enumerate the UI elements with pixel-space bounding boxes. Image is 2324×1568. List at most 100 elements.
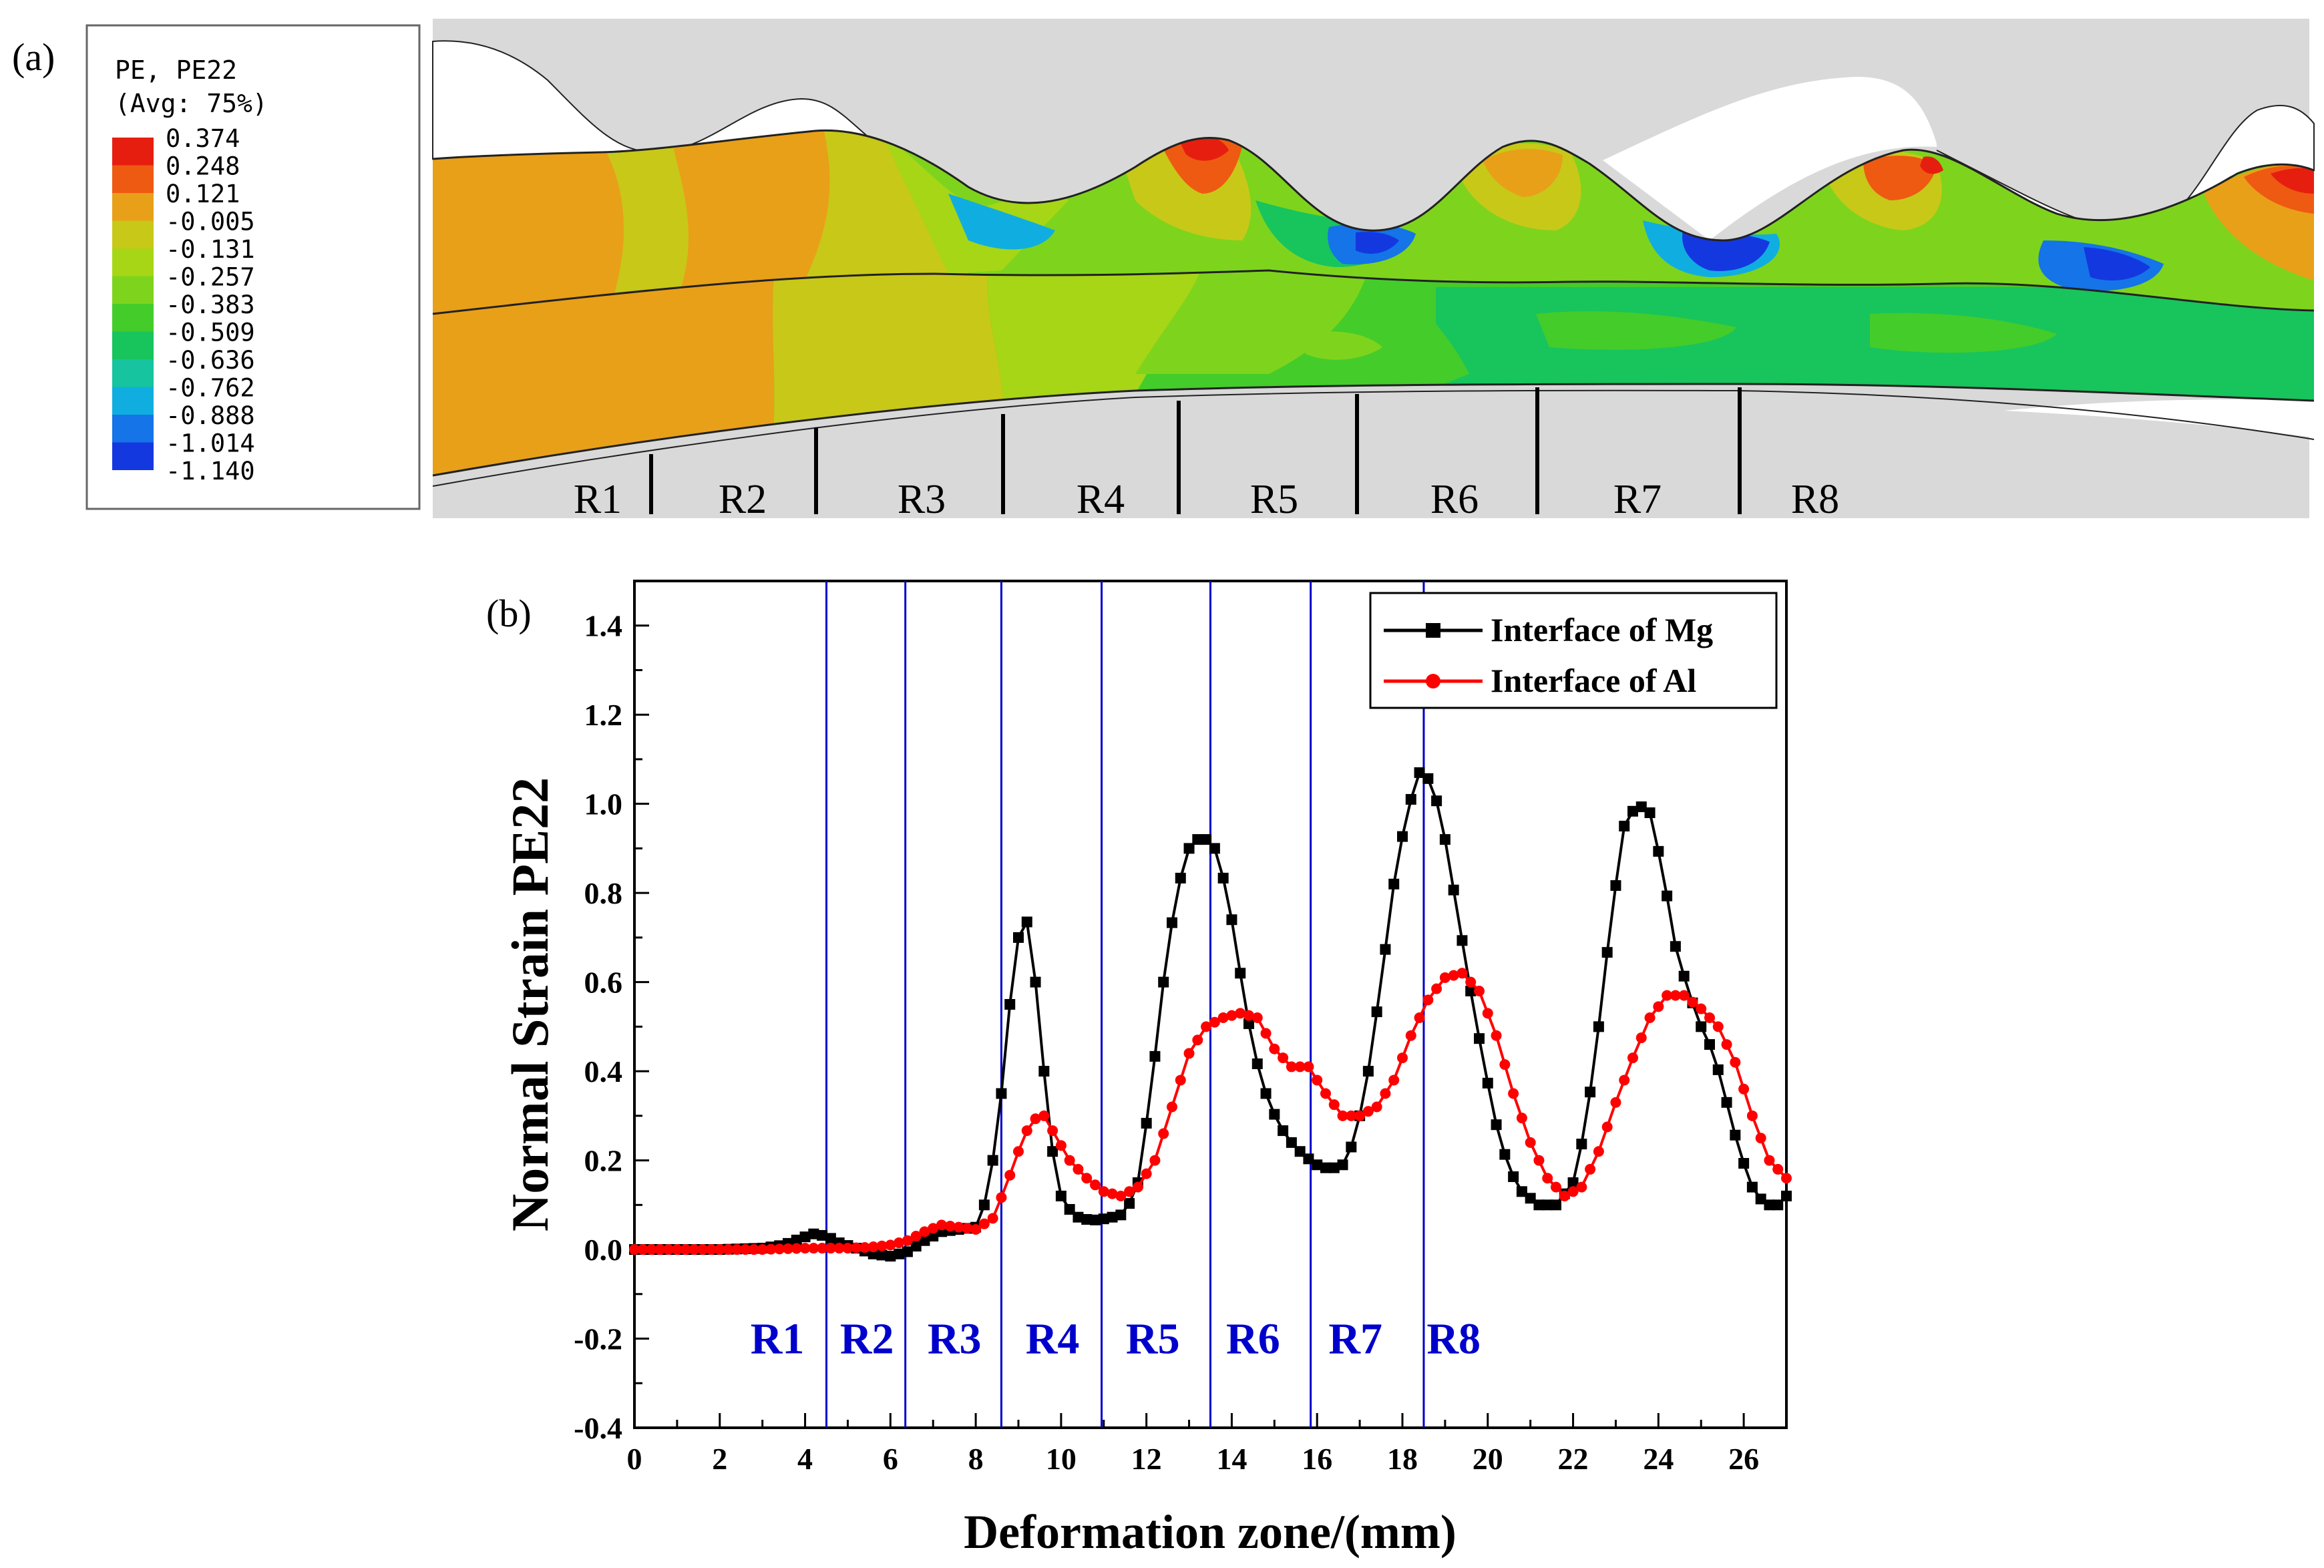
data-point [1491, 1119, 1502, 1131]
data-point [1141, 1168, 1152, 1179]
data-point [1217, 872, 1229, 884]
legend-level-value: 0.121 [166, 180, 240, 208]
data-point [996, 1192, 1007, 1203]
data-point [1260, 1088, 1272, 1099]
data-point [1670, 941, 1681, 952]
data-point [1371, 1101, 1382, 1113]
data-point [1337, 1159, 1348, 1171]
legend-level-value: -0.257 [166, 263, 255, 292]
legend-color-band [112, 359, 154, 387]
data-point [731, 1244, 743, 1255]
data-point [663, 1244, 674, 1255]
data-point [962, 1223, 973, 1234]
data-point [1533, 1155, 1545, 1166]
data-point [748, 1244, 759, 1255]
data-point [1141, 1117, 1152, 1129]
data-point [1525, 1193, 1536, 1204]
legend-level-value: -0.509 [166, 319, 255, 347]
data-point [1346, 1141, 1357, 1153]
legend-color-band [112, 193, 154, 221]
data-point [902, 1235, 913, 1246]
data-point [1619, 821, 1630, 832]
y-tick-label: 1.2 [584, 698, 623, 732]
data-point [1738, 1083, 1750, 1095]
data-point [953, 1221, 964, 1233]
data-point [867, 1248, 879, 1259]
data-point [1721, 1097, 1732, 1108]
data-point [970, 1221, 982, 1233]
data-point [774, 1240, 785, 1251]
data-point [1746, 1181, 1758, 1193]
data-point [1286, 1137, 1297, 1148]
data-point [1635, 1032, 1647, 1044]
legend-color-band [112, 165, 154, 193]
data-point [629, 1244, 640, 1255]
data-point [876, 1249, 888, 1261]
data-point [1601, 1121, 1613, 1133]
data-point [740, 1244, 751, 1255]
data-point [1243, 1010, 1254, 1021]
data-point [842, 1240, 853, 1251]
data-point [1158, 1128, 1169, 1139]
data-point [1533, 1199, 1545, 1211]
data-point [1312, 1159, 1323, 1171]
zone-label: R7 [1328, 1315, 1382, 1364]
data-point [1516, 1113, 1527, 1124]
data-point [1260, 1028, 1272, 1039]
data-point [629, 1244, 640, 1255]
data-point [1226, 914, 1237, 926]
data-point [1439, 972, 1450, 983]
data-point [697, 1244, 709, 1255]
data-point [1320, 1088, 1331, 1099]
data-point [1354, 1110, 1366, 1121]
legend-level-value: -0.005 [166, 208, 255, 236]
data-point [1662, 890, 1673, 902]
y-tick-label: 1.0 [584, 787, 623, 821]
legend-box [1369, 592, 1778, 709]
data-point [1662, 990, 1673, 1001]
data-point [1730, 1056, 1741, 1068]
data-point [1781, 1173, 1792, 1184]
data-point [697, 1244, 709, 1255]
data-point [1551, 1181, 1561, 1193]
data-point [1251, 1058, 1263, 1069]
data-point [1269, 1109, 1280, 1120]
legend-color-band [112, 387, 154, 415]
data-point [1021, 1125, 1032, 1137]
data-point [1593, 1146, 1604, 1157]
data-point [978, 1199, 990, 1211]
data-point [1448, 970, 1459, 981]
data-point [1183, 1048, 1195, 1059]
chart-legend: Interface of Mg Interface of Al [1369, 592, 1778, 709]
data-point [1755, 1133, 1766, 1144]
legend-level-value: -1.140 [166, 457, 255, 485]
data-point [1132, 1177, 1143, 1188]
data-point [1439, 834, 1450, 845]
x-tick-label: 6 [883, 1442, 898, 1476]
data-point [1064, 1155, 1075, 1166]
data-point [1653, 1001, 1664, 1012]
data-point [1278, 1125, 1289, 1137]
data-point [1055, 1190, 1067, 1201]
data-point [1380, 1088, 1391, 1099]
data-point [1038, 1066, 1050, 1077]
data-point [1585, 1163, 1596, 1175]
data-point [1559, 1188, 1570, 1199]
data-point [1687, 997, 1698, 1008]
zone-label: R4 [1026, 1315, 1080, 1364]
data-point [1567, 1177, 1579, 1188]
series-line [634, 972, 1788, 1251]
data-point [1013, 932, 1024, 943]
data-point [1303, 1153, 1314, 1165]
data-point [1055, 1140, 1067, 1151]
data-point [765, 1243, 777, 1255]
data-point [1294, 1061, 1306, 1072]
data-point [748, 1243, 759, 1254]
panel-a-contour-figure: (a) PE, PE22 (Avg: 75%) 0.3740.2480.121-… [12, 19, 2315, 522]
legend-color-band [112, 276, 154, 304]
data-point [1047, 1146, 1058, 1157]
data-point [842, 1243, 853, 1254]
data-point [1030, 976, 1041, 988]
data-point [1687, 996, 1698, 1008]
data-point [1167, 917, 1177, 928]
